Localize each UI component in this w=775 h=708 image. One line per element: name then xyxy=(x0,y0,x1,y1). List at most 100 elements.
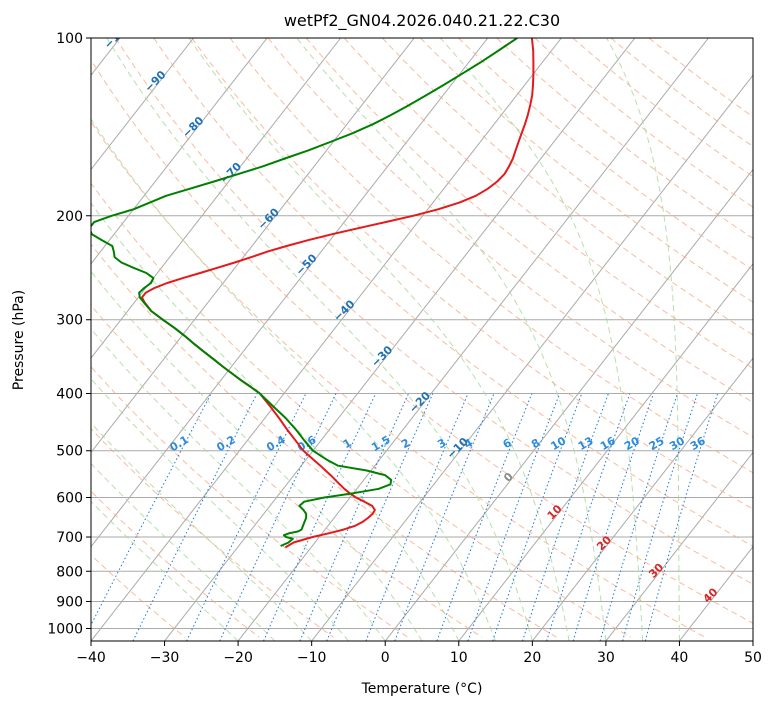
background-lines xyxy=(91,38,753,641)
isotherm-line xyxy=(91,38,342,359)
isotherm-label: 10 xyxy=(545,502,565,522)
mixing-ratio-line xyxy=(546,393,631,641)
x-axis-label: Temperature (°C) xyxy=(361,681,483,697)
line-labels: 0.1 0.2 0.4 0.6 1 1.5 2 3 4 6 8 10 13 16 20 25 30 36−100−… xyxy=(102,19,721,606)
mixing-ratio-line xyxy=(492,393,583,641)
isotherm-line xyxy=(91,38,562,641)
dry-adiabat xyxy=(91,182,631,638)
isotherm-label: 30 xyxy=(646,560,666,580)
isotherm-label: −100 xyxy=(102,19,134,51)
dry-adiabat xyxy=(229,38,753,474)
isotherm-line xyxy=(311,74,753,641)
mixing-ratio-line xyxy=(522,393,609,641)
isotherm-line xyxy=(91,38,268,265)
isotherm-line xyxy=(91,38,489,548)
plot-frame xyxy=(90,37,754,642)
moist-adiabat xyxy=(91,422,313,641)
y-tick-label: 800 xyxy=(56,564,83,580)
isotherm-line xyxy=(91,38,194,171)
x-tick-label: 10 xyxy=(450,650,468,666)
mixing-ratio-line xyxy=(299,393,410,641)
dry-adiabat xyxy=(91,366,409,638)
moist-adiabat xyxy=(91,500,239,641)
dry-adiabat xyxy=(572,38,753,178)
y-tick-label: 900 xyxy=(56,594,83,610)
moist-adiabat xyxy=(91,328,386,641)
y-tick-label: 600 xyxy=(56,490,83,506)
isotherm-label: −90 xyxy=(142,68,169,95)
dry-adiabat xyxy=(534,38,753,208)
y-tick-label: 300 xyxy=(56,313,83,329)
mixing-ratio-line xyxy=(622,393,698,641)
x-tick-label: −30 xyxy=(150,650,180,666)
y-tick-label: 700 xyxy=(56,530,83,546)
mixing-ratio-line xyxy=(263,393,377,641)
dry-adiabat xyxy=(91,304,483,638)
dry-adiabat xyxy=(115,38,753,585)
mixing-ratio-label: 6 xyxy=(501,436,514,451)
x-tick-label: 0 xyxy=(381,650,390,666)
dry-adiabat xyxy=(91,59,753,624)
dry-adiabat xyxy=(267,38,753,438)
y-axis-label: Pressure (hPa) xyxy=(11,290,27,390)
chart-title: wetPf2_GN04.2026.040.21.22.C30 xyxy=(284,11,560,31)
x-tick-label: 30 xyxy=(597,650,615,666)
mixing-ratio-line xyxy=(599,393,678,641)
mixing-ratio-line xyxy=(467,393,561,641)
isotherm-line xyxy=(605,451,753,641)
dry-adiabat xyxy=(191,38,753,510)
moist-adiabat xyxy=(91,462,276,641)
isotherm-line xyxy=(531,357,753,641)
isotherm-label: 0 xyxy=(501,470,516,485)
moist-adiabat xyxy=(91,118,497,641)
y-axis: 100 200 300 400 500 600 700 800 900 1000 xyxy=(47,31,91,637)
dry-adiabat xyxy=(91,121,706,638)
dry-adiabat xyxy=(153,38,753,547)
x-tick-label: 40 xyxy=(671,650,689,666)
isotherm-label: −30 xyxy=(369,343,396,370)
isotherm-line xyxy=(752,640,753,641)
y-tick-label: 400 xyxy=(56,387,83,403)
dry-adiabat xyxy=(382,38,753,336)
isotherm-label: −20 xyxy=(407,389,434,416)
isotherm-label: −60 xyxy=(255,205,282,232)
mixing-ratio-line xyxy=(365,393,469,641)
isotherm-line xyxy=(384,168,753,641)
dry-adiabat xyxy=(496,38,753,239)
sounding-profiles xyxy=(91,38,535,549)
mixing-ratio-line xyxy=(326,393,434,641)
isotherm-label: −50 xyxy=(293,251,320,278)
isotherm-label: 20 xyxy=(594,533,614,553)
mixing-ratio-line xyxy=(644,393,719,641)
isotherm-line xyxy=(164,38,636,641)
moist-adiabat xyxy=(91,378,349,641)
moist-adiabat xyxy=(106,38,533,641)
dry-adiabat xyxy=(91,427,334,638)
mixing-ratio-line xyxy=(91,393,212,627)
isotherm-line xyxy=(237,38,709,641)
y-tick-label: 1000 xyxy=(47,621,83,637)
y-tick-label: 200 xyxy=(56,209,83,225)
mixing-ratio-line xyxy=(572,393,654,641)
mixing-ratio-label: 8 xyxy=(529,436,542,451)
mixing-ratio-line xyxy=(186,393,307,641)
x-tick-label: 50 xyxy=(744,650,762,666)
moist-adiabat xyxy=(91,202,460,641)
dry-adiabat xyxy=(91,243,557,638)
temperature-profile xyxy=(141,38,535,549)
isotherm-line xyxy=(458,262,753,641)
isotherm-line xyxy=(91,38,415,454)
x-tick-label: −40 xyxy=(76,650,106,666)
dewpoint-profile xyxy=(91,38,518,547)
dry-adiabat xyxy=(610,38,753,148)
dry-adiabat xyxy=(458,38,753,271)
x-tick-label: −10 xyxy=(297,650,327,666)
dry-adiabat xyxy=(91,490,260,638)
x-tick-label: 20 xyxy=(523,650,541,666)
moist-adiabat xyxy=(91,270,423,641)
y-tick-label: 500 xyxy=(56,444,83,460)
moist-adiabat xyxy=(188,38,570,641)
y-tick-label: 100 xyxy=(56,31,83,47)
x-tick-label: −20 xyxy=(223,650,253,666)
